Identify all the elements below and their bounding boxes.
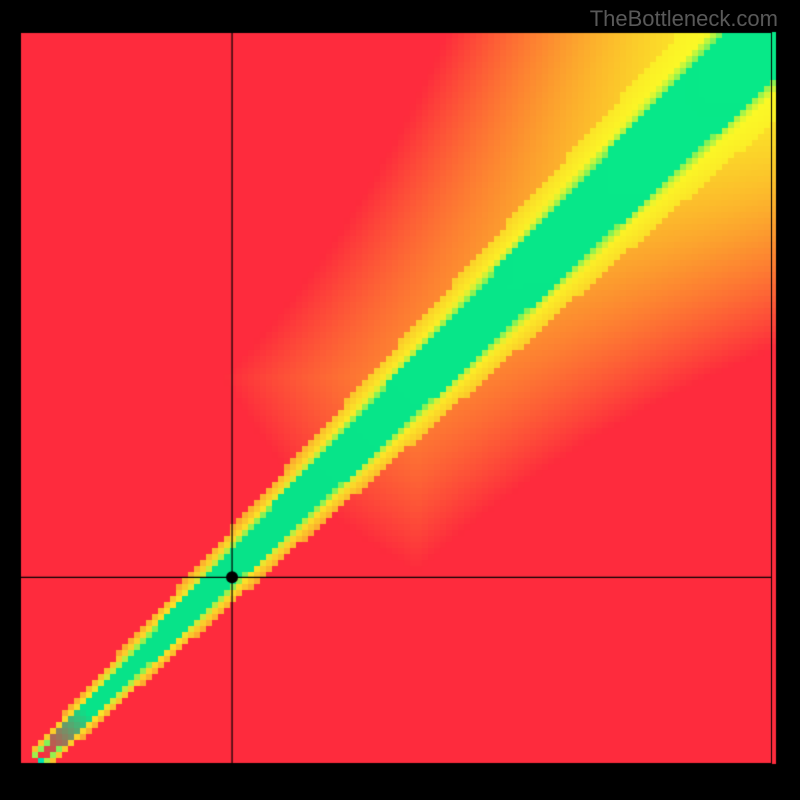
watermark-text: TheBottleneck.com	[590, 6, 778, 32]
chart-container: TheBottleneck.com	[0, 0, 800, 800]
bottleneck-heatmap	[0, 0, 800, 800]
